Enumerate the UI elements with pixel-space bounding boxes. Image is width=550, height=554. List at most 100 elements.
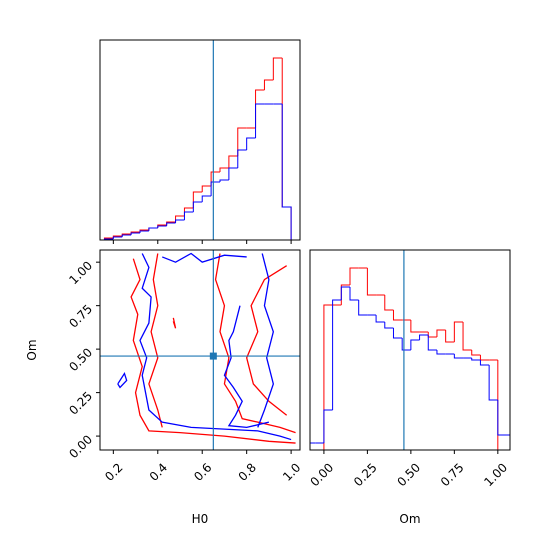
hist-step bbox=[323, 409, 333, 443]
hist-step bbox=[479, 355, 490, 361]
panel bbox=[310, 250, 510, 450]
contour-line bbox=[245, 265, 288, 416]
truth-marker bbox=[209, 352, 217, 360]
hist-step bbox=[210, 181, 220, 196]
hist-step bbox=[272, 57, 283, 80]
x-tick-label: 0.4 bbox=[147, 460, 170, 483]
y-axis-label: Om bbox=[25, 339, 39, 360]
hist-step bbox=[323, 304, 333, 450]
x-tick-label: 0.8 bbox=[236, 460, 259, 483]
x-axis-label: H0 bbox=[192, 512, 209, 526]
hist-step bbox=[228, 167, 238, 180]
hist-step bbox=[506, 434, 510, 436]
axes-frame bbox=[99, 249, 301, 451]
hist-step bbox=[255, 89, 265, 128]
x-tick-label: 0.50 bbox=[394, 460, 423, 489]
hist-step bbox=[210, 171, 220, 186]
x-tick-label: 0.6 bbox=[191, 460, 214, 483]
hist-step bbox=[419, 334, 429, 340]
hist-step bbox=[471, 358, 481, 361]
contour-line bbox=[139, 253, 292, 441]
x-tick-label: 0.00 bbox=[307, 460, 336, 489]
hist-step bbox=[219, 167, 229, 172]
contour-line bbox=[172, 317, 177, 329]
hist-step bbox=[175, 215, 185, 222]
hist-step bbox=[358, 300, 368, 316]
hist-step bbox=[255, 103, 265, 138]
hist-step bbox=[246, 137, 256, 150]
hist-step bbox=[410, 320, 420, 333]
hist-step bbox=[366, 268, 377, 296]
x-axis-label: Om bbox=[399, 512, 420, 526]
hist-step bbox=[237, 127, 247, 156]
x-tick-label: 0.25 bbox=[351, 460, 380, 489]
hist-step bbox=[349, 267, 359, 285]
axes-frame bbox=[99, 39, 301, 241]
hist-step bbox=[192, 191, 203, 208]
hist-step bbox=[130, 232, 140, 235]
hist-step bbox=[228, 155, 238, 168]
panel bbox=[103, 40, 292, 240]
y-tick-label: 1.00 bbox=[66, 258, 95, 287]
hist-step bbox=[349, 287, 359, 301]
x-tick-label: 1.00 bbox=[481, 460, 510, 489]
hist-step bbox=[453, 354, 464, 359]
hist-step bbox=[384, 295, 394, 311]
hist-step bbox=[436, 350, 446, 355]
hist-step bbox=[139, 230, 149, 233]
contour-line bbox=[117, 371, 128, 389]
hist-step bbox=[392, 310, 403, 321]
contour-line bbox=[148, 253, 163, 428]
y-tick-label: 0.75 bbox=[66, 302, 95, 331]
hist-step bbox=[427, 332, 437, 338]
hist-step bbox=[436, 329, 446, 337]
hist-step bbox=[183, 211, 194, 220]
hist-step bbox=[497, 360, 507, 450]
hist-step bbox=[488, 365, 498, 401]
hist-step bbox=[121, 234, 132, 237]
hist-step bbox=[263, 79, 274, 90]
hist-step bbox=[445, 330, 455, 343]
hist-step bbox=[479, 360, 490, 366]
y-tick-label: 0.00 bbox=[66, 432, 95, 461]
hist-step bbox=[175, 219, 185, 223]
hist-step bbox=[332, 299, 342, 410]
hist-step bbox=[392, 328, 403, 339]
panel bbox=[100, 250, 300, 450]
hist-step bbox=[237, 149, 247, 168]
y-tick-label: 0.25 bbox=[66, 389, 95, 418]
hist-step bbox=[375, 315, 385, 323]
x-tick-label: 0.75 bbox=[438, 460, 467, 489]
hist-step bbox=[112, 236, 123, 239]
contour-line bbox=[130, 258, 296, 444]
hist-step bbox=[427, 335, 437, 351]
hist-step bbox=[166, 222, 176, 226]
hist-step bbox=[157, 225, 167, 228]
hist-step bbox=[281, 104, 292, 240]
y-tick-label: 0.50 bbox=[66, 345, 95, 374]
hist-step bbox=[384, 322, 394, 329]
contour-line bbox=[161, 252, 247, 263]
hist-step bbox=[471, 350, 481, 356]
hist-step bbox=[201, 195, 212, 202]
contour-line bbox=[257, 253, 275, 428]
hist-step bbox=[410, 339, 420, 350]
x-tick-label: 0.2 bbox=[102, 460, 125, 483]
hist-step bbox=[401, 338, 411, 351]
hist-step bbox=[340, 284, 350, 305]
axes-frame bbox=[309, 249, 511, 451]
hist-step bbox=[148, 227, 158, 231]
hist-step bbox=[281, 58, 292, 240]
x-tick-label: 1.0 bbox=[280, 460, 303, 483]
hist-step bbox=[340, 286, 350, 300]
hist-step bbox=[310, 442, 316, 444]
hist-step bbox=[219, 179, 229, 182]
contour-line bbox=[223, 305, 270, 429]
hist-step bbox=[192, 201, 203, 212]
hist-step bbox=[462, 322, 472, 351]
hist-step bbox=[453, 321, 464, 342]
hist-step bbox=[497, 400, 507, 436]
hist-step bbox=[201, 185, 212, 192]
contour-line bbox=[214, 253, 296, 434]
